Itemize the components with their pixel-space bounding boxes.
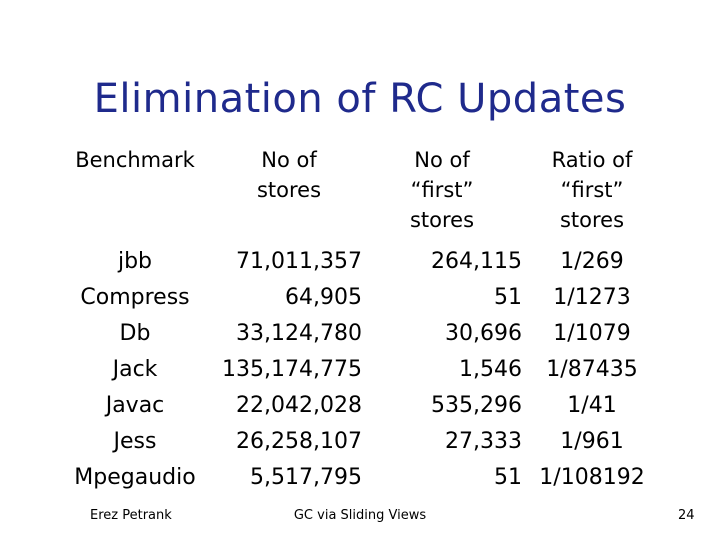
stores-cell: 26,258,107 bbox=[236, 429, 362, 454]
ratio-cell: 1/108192 bbox=[539, 465, 645, 490]
slide-title: Elimination of RC Updates bbox=[93, 76, 627, 122]
first-stores-cell: 30,696 bbox=[445, 321, 522, 346]
header-line: “first” bbox=[560, 178, 624, 202]
footer-author: Erez Petrank bbox=[90, 508, 172, 523]
ratio-cell: 1/1273 bbox=[553, 285, 631, 310]
first-stores-cell: 264,115 bbox=[431, 249, 522, 274]
table-row: Mpegaudio 5,517,795 51 1/108192 bbox=[54, 461, 662, 497]
benchmark-table: Benchmark No of stores No of “first” sto… bbox=[54, 145, 662, 497]
stores-cell: 22,042,028 bbox=[236, 393, 362, 418]
ratio-cell: 1/1079 bbox=[553, 321, 631, 346]
ratio-cell: 1/961 bbox=[560, 429, 624, 454]
header-line: No of bbox=[414, 148, 470, 172]
header-line: Benchmark bbox=[75, 148, 195, 172]
first-stores-cell: 51 bbox=[494, 465, 522, 490]
header-line: stores bbox=[409, 208, 475, 232]
table-row: Jess 26,258,107 27,333 1/961 bbox=[54, 425, 662, 461]
benchmark-cell: jbb bbox=[117, 249, 153, 274]
first-stores-cell: 27,333 bbox=[445, 429, 522, 454]
header-benchmark: Benchmark bbox=[54, 145, 216, 245]
header-line: No of bbox=[261, 148, 317, 172]
ratio-cell: 1/269 bbox=[560, 249, 624, 274]
benchmark-cell: Jack bbox=[112, 357, 158, 382]
ratio-cell: 1/87435 bbox=[546, 357, 638, 382]
header-no-of-first-stores: No of “first” stores bbox=[362, 145, 522, 245]
table-row: Jack 135,174,775 1,546 1/87435 bbox=[54, 353, 662, 389]
ratio-cell: 1/41 bbox=[567, 393, 617, 418]
header-line: stores bbox=[256, 178, 322, 202]
stores-cell: 135,174,775 bbox=[222, 357, 362, 382]
table-row: Db 33,124,780 30,696 1/1079 bbox=[54, 317, 662, 353]
header-line: “first” bbox=[410, 178, 474, 202]
stores-cell: 71,011,357 bbox=[236, 249, 362, 274]
benchmark-cell: Compress bbox=[80, 285, 190, 310]
table-row: jbb 71,011,357 264,115 1/269 bbox=[54, 245, 662, 281]
table-row: Compress 64,905 51 1/1273 bbox=[54, 281, 662, 317]
first-stores-cell: 51 bbox=[494, 285, 522, 310]
header-line: stores bbox=[559, 208, 625, 232]
header-no-of-stores: No of stores bbox=[216, 145, 362, 245]
table-row: Javac 22,042,028 535,296 1/41 bbox=[54, 389, 662, 425]
table-header-row: Benchmark No of stores No of “first” sto… bbox=[54, 145, 662, 245]
stores-cell: 33,124,780 bbox=[236, 321, 362, 346]
benchmark-cell: Jess bbox=[113, 429, 157, 454]
first-stores-cell: 1,546 bbox=[459, 357, 522, 382]
header-line: Ratio of bbox=[551, 148, 633, 172]
header-ratio: Ratio of “first” stores bbox=[522, 145, 662, 245]
stores-cell: 5,517,795 bbox=[250, 465, 362, 490]
stores-cell: 64,905 bbox=[285, 285, 362, 310]
benchmark-cell: Mpegaudio bbox=[74, 465, 196, 490]
benchmark-cell: Db bbox=[119, 321, 151, 346]
benchmark-cell: Javac bbox=[105, 393, 165, 418]
page-number: 24 bbox=[678, 508, 695, 523]
footer-title: GC via Sliding Views bbox=[293, 508, 427, 523]
first-stores-cell: 535,296 bbox=[431, 393, 522, 418]
